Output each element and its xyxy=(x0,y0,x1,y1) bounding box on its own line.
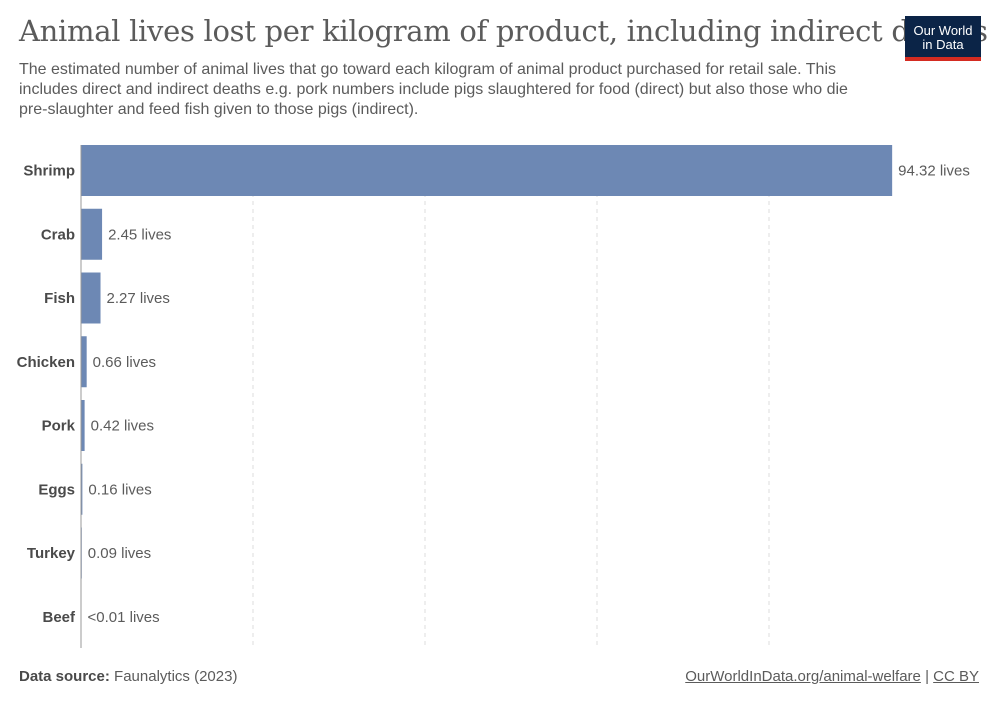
bar-chart: Shrimp 94.32 lives Crab 2.45 lives Fish 2.27 … xyxy=(17,145,970,648)
data-source-value: Faunalytics (2023) xyxy=(114,668,238,685)
value-label: 0.16 lives xyxy=(88,481,151,498)
category-label: Shrimp xyxy=(23,163,75,180)
value-label: <0.01 lives xyxy=(88,609,160,626)
category-label: Pork xyxy=(42,418,76,435)
logo-line-2: in Data xyxy=(922,37,964,52)
category-label: Crab xyxy=(41,226,75,243)
value-label: 0.09 lives xyxy=(88,545,151,562)
category-label: Fish xyxy=(44,290,75,307)
logo-line-1: Our World xyxy=(913,23,973,38)
bar-fish xyxy=(81,272,101,324)
bar-shrimp xyxy=(81,145,893,196)
bar-chicken xyxy=(81,336,87,388)
data-source-label: Data source: xyxy=(19,668,110,685)
category-label: Beef xyxy=(42,609,76,626)
footer-separator: | xyxy=(925,668,929,685)
value-label: 94.32 lives xyxy=(898,163,970,180)
source-link[interactable]: OurWorldInData.org/animal-welfare xyxy=(685,668,921,685)
value-label: 2.27 lives xyxy=(107,290,170,307)
footer-links: OurWorldInData.org/animal-welfare | CC B… xyxy=(685,668,979,685)
license-link[interactable]: CC BY xyxy=(933,668,979,685)
chart-subtitle: The estimated number of animal lives tha… xyxy=(19,61,848,118)
owid-logo[interactable]: Our World in Data xyxy=(905,16,981,61)
bar-eggs xyxy=(81,463,83,515)
category-label: Eggs xyxy=(38,481,75,498)
value-label: 2.45 lives xyxy=(108,226,171,243)
bar-crab xyxy=(81,208,103,260)
data-source: Data source: Faunalytics (2023) xyxy=(19,668,237,685)
bar-pork xyxy=(81,400,85,451)
category-label: Turkey xyxy=(27,545,76,562)
category-label: Chicken xyxy=(17,354,75,371)
value-label: 0.66 lives xyxy=(93,354,156,371)
value-label: 0.42 lives xyxy=(91,418,154,435)
chart-title: Animal lives lost per kilogram of produc… xyxy=(19,14,988,48)
